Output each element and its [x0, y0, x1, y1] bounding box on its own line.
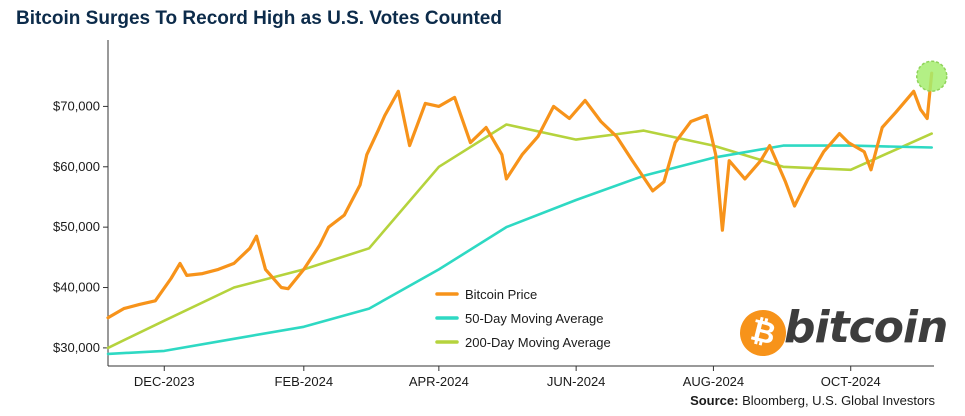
x-tick-label: DEC-2023	[134, 374, 195, 389]
y-axis-ticks: $30,000 $40,000 $50,000 $60,000 $70,000	[53, 98, 108, 355]
y-tick-label: $50,000	[53, 219, 100, 234]
record-high-marker	[915, 60, 948, 92]
source-label: Source:	[690, 393, 739, 408]
series-line-50-day-ma	[106, 144, 933, 356]
y-tick-label: $40,000	[53, 280, 100, 295]
y-tick-label: $60,000	[53, 159, 100, 174]
legend-label: Bitcoin Price	[465, 287, 537, 302]
legend: Bitcoin Price 50-Day Moving Average 200-Da…	[435, 287, 611, 350]
record-high-highlight	[915, 60, 948, 92]
x-tick-label: FEB-2024	[275, 374, 334, 389]
legend-label: 200-Day Moving Average	[465, 335, 611, 350]
bitcoin-logo: ₿ bitcoin	[735, 302, 948, 362]
x-tick-label: APR-2024	[409, 374, 469, 389]
legend-label: 50-Day Moving Average	[465, 311, 604, 326]
bitcoin-wordmark: bitcoin	[784, 302, 948, 353]
series-line-200-day-ma	[106, 123, 933, 350]
y-tick-label: $30,000	[53, 340, 100, 355]
bitcoin-coin-icon: ₿	[735, 305, 791, 361]
x-tick-label: AUG-2024	[683, 374, 744, 389]
source-text: Bloomberg, U.S. Global Investors	[738, 393, 935, 408]
series-layer	[106, 71, 934, 356]
chart-title: Bitcoin Surges To Record High as U.S. Vo…	[16, 8, 502, 29]
source-note: Source: Bloomberg, U.S. Global Investors	[690, 393, 935, 408]
y-tick-label: $70,000	[53, 98, 100, 113]
x-tick-label: OCT-2024	[821, 374, 881, 389]
x-axis-ticks: DEC-2023 FEB-2024 APR-2024 JUN-2024 AUG-2024…	[134, 366, 881, 389]
x-tick-label: JUN-2024	[547, 374, 606, 389]
series-line-bitcoin-price	[106, 71, 934, 320]
